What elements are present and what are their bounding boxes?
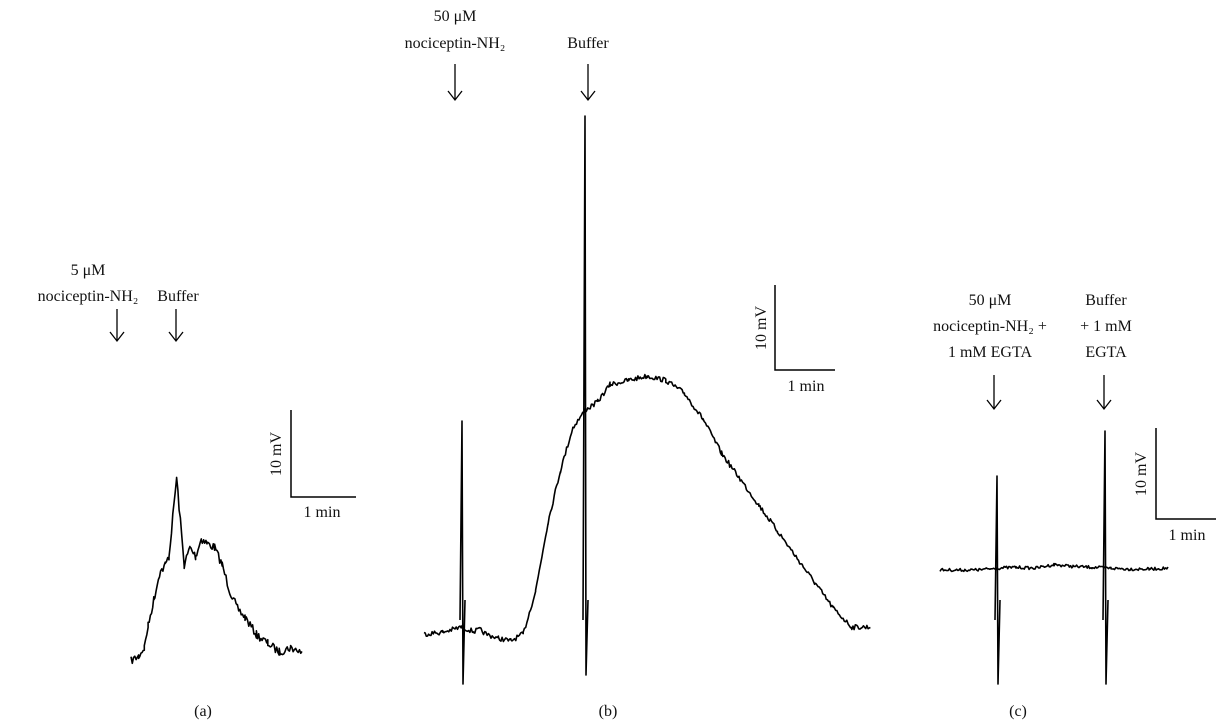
arrow-down-icon xyxy=(1096,375,1112,411)
panel-label-a: (a) xyxy=(194,703,212,720)
annotation-b-1-line-2: nociceptin-NH₂ xyxy=(405,35,506,52)
artifact-spike-b-2 xyxy=(582,115,589,676)
panel-a: 5 μM nociceptin-NH₂ Buffer 10 mV 1 min (… xyxy=(38,262,356,720)
scale-bar-a-vertical-label: 10 mV xyxy=(268,432,285,476)
scale-bar-b: 10 mV 1 min xyxy=(753,285,835,395)
scale-bar-a-horizontal-label: 1 min xyxy=(304,504,341,521)
scale-bar-b-horizontal-label: 1 min xyxy=(788,378,825,395)
annotation-c-1-line-2: nociceptin-NH₂ + xyxy=(933,318,1047,335)
arrow-down-icon xyxy=(580,64,596,102)
annotation-a-1-line-1: 5 μM xyxy=(71,262,106,279)
trace-series-a xyxy=(130,476,303,665)
annotation-a-2-line-1: Buffer xyxy=(157,288,199,305)
arrow-down-icon xyxy=(168,309,184,343)
scale-bar-c-horizontal-label: 1 min xyxy=(1169,527,1206,544)
panel-label-c: (c) xyxy=(1009,703,1027,720)
scale-bar-c-vertical-label: 10 mV xyxy=(1133,452,1150,496)
annotation-a-1-line-2: nociceptin-NH₂ xyxy=(38,288,139,305)
scale-bar-b-vertical-label: 10 mV xyxy=(753,306,770,350)
scale-bar-c: 10 mV 1 min xyxy=(1133,428,1216,544)
trace-series-c xyxy=(939,562,1169,573)
artifact-spike-b-1 xyxy=(459,420,466,685)
arrow-down-icon xyxy=(447,64,463,102)
arrow-down-icon xyxy=(109,309,125,343)
annotation-c-1-line-1: 50 μM xyxy=(969,292,1012,309)
trace-series-b xyxy=(423,373,871,643)
arrow-down-icon xyxy=(986,375,1002,411)
panel-label-b: (b) xyxy=(599,703,618,720)
annotation-b-2-line-1: Buffer xyxy=(567,35,609,52)
artifact-spike-c-2 xyxy=(1102,430,1109,685)
annotation-c-2-line-2: + 1 mM xyxy=(1080,318,1132,335)
panel-c: 50 μM nociceptin-NH₂ + 1 mM EGTA Buffer … xyxy=(933,292,1216,720)
panel-b: 50 μM nociceptin-NH₂ Buffer 10 mV 1 min … xyxy=(405,8,871,720)
annotation-c-2-line-3: EGTA xyxy=(1085,344,1127,361)
annotation-c-2-line-1: Buffer xyxy=(1085,292,1127,309)
artifact-spike-c-1 xyxy=(994,475,1001,685)
annotation-b-1-line-1: 50 μM xyxy=(434,8,477,25)
scale-bar-a: 10 mV 1 min xyxy=(268,410,356,521)
annotation-c-1-line-3: 1 mM EGTA xyxy=(948,344,1032,361)
